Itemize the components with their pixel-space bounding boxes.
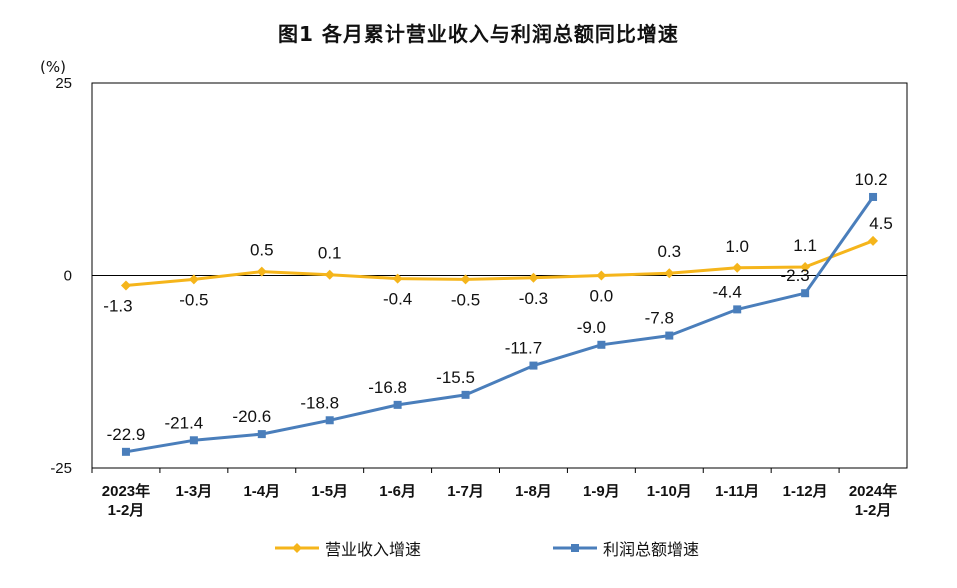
profit-point bbox=[393, 400, 402, 409]
profit-data-label: -20.6 bbox=[232, 407, 271, 426]
revenue-point bbox=[528, 272, 539, 283]
revenue-data-label: 1.0 bbox=[725, 237, 749, 256]
x-tick-label: 1-2月 bbox=[108, 502, 145, 519]
y-axis-unit: (%) bbox=[40, 58, 66, 76]
x-tick-label: 1-10月 bbox=[647, 483, 692, 500]
revenue-data-label: 0.0 bbox=[590, 287, 614, 306]
revenue-point bbox=[732, 262, 743, 273]
revenue-point bbox=[120, 280, 131, 291]
x-tick-label: 1-4月 bbox=[243, 483, 280, 500]
revenue-data-label: 4.5 bbox=[869, 214, 893, 233]
revenue-data-label: 0.1 bbox=[318, 244, 342, 263]
revenue-point bbox=[188, 274, 199, 285]
legend-item-revenue: 营业收入增速 bbox=[275, 536, 421, 560]
revenue-point bbox=[460, 274, 471, 285]
profit-point bbox=[257, 430, 266, 439]
profit-point bbox=[529, 361, 538, 370]
profit-data-label: -15.5 bbox=[436, 368, 475, 387]
x-tick-label: 1-2月 bbox=[855, 502, 892, 519]
revenue-data-label: -1.3 bbox=[103, 297, 132, 316]
revenue-data-label: 1.1 bbox=[793, 236, 817, 255]
revenue-point bbox=[868, 235, 879, 246]
y-tick-label: -25 bbox=[50, 460, 72, 477]
profit-data-label: -18.8 bbox=[300, 393, 339, 412]
profit-point bbox=[597, 340, 606, 349]
y-tick-label: 0 bbox=[64, 268, 72, 285]
profit-point bbox=[733, 305, 742, 314]
revenue-point bbox=[392, 273, 403, 284]
legend-label-profit: 利润总额增速 bbox=[603, 540, 700, 559]
profit-point bbox=[461, 390, 470, 399]
y-tick-label: 25 bbox=[55, 75, 72, 92]
profit-data-label: -22.9 bbox=[107, 425, 146, 444]
revenue-data-label: -0.5 bbox=[451, 290, 480, 309]
profit-data-label: -7.8 bbox=[645, 309, 674, 328]
revenue-data-label: 0.3 bbox=[657, 242, 681, 261]
profit-data-label: -4.4 bbox=[713, 282, 742, 301]
profit-data-label: -16.8 bbox=[368, 378, 407, 397]
x-tick-label: 1-7月 bbox=[447, 483, 484, 500]
x-tick-label: 1-3月 bbox=[176, 483, 213, 500]
profit-legend-swatch bbox=[553, 544, 597, 552]
legend-label-revenue: 营业收入增速 bbox=[325, 540, 422, 559]
x-tick-label: 1-6月 bbox=[379, 483, 416, 500]
revenue-point bbox=[324, 269, 335, 280]
x-tick-label: 2023年 bbox=[102, 482, 150, 500]
profit-point bbox=[801, 289, 810, 298]
profit-data-label: -9.0 bbox=[577, 318, 606, 337]
x-tick-label: 1-9月 bbox=[583, 483, 620, 500]
x-tick-label: 1-8月 bbox=[515, 483, 552, 500]
series-line-1 bbox=[125, 196, 875, 454]
revenue-data-label: -0.5 bbox=[179, 290, 208, 309]
profit-point bbox=[665, 331, 674, 340]
revenue-data-label: 0.5 bbox=[250, 241, 274, 260]
x-tick-label: 1-12月 bbox=[783, 483, 828, 500]
revenue-point bbox=[800, 262, 811, 273]
profit-point bbox=[869, 192, 878, 201]
revenue-point bbox=[664, 268, 675, 279]
series-line-0 bbox=[125, 239, 874, 287]
profit-point bbox=[189, 436, 198, 445]
profit-data-label: 10.2 bbox=[854, 170, 887, 189]
x-tick-label: 1-5月 bbox=[311, 483, 348, 500]
revenue-data-label: -0.3 bbox=[519, 289, 548, 308]
profit-data-label: -2.3 bbox=[780, 266, 809, 285]
x-tick-label: 1-11月 bbox=[715, 483, 759, 500]
legend-item-profit: 利润总额增速 bbox=[553, 536, 699, 560]
x-tick-label: 2024年 bbox=[849, 482, 897, 500]
profit-data-label: -11.7 bbox=[505, 339, 543, 358]
revenue-point bbox=[596, 270, 607, 281]
revenue-point bbox=[256, 266, 267, 277]
profit-point bbox=[325, 416, 334, 425]
revenue-legend-swatch bbox=[275, 543, 319, 553]
chart-title: 图1 各月累计营业收入与利润总额同比增速 bbox=[278, 22, 679, 46]
profit-data-label: -21.4 bbox=[165, 413, 204, 432]
revenue-data-label: -0.4 bbox=[383, 290, 412, 309]
profit-point bbox=[121, 447, 130, 456]
